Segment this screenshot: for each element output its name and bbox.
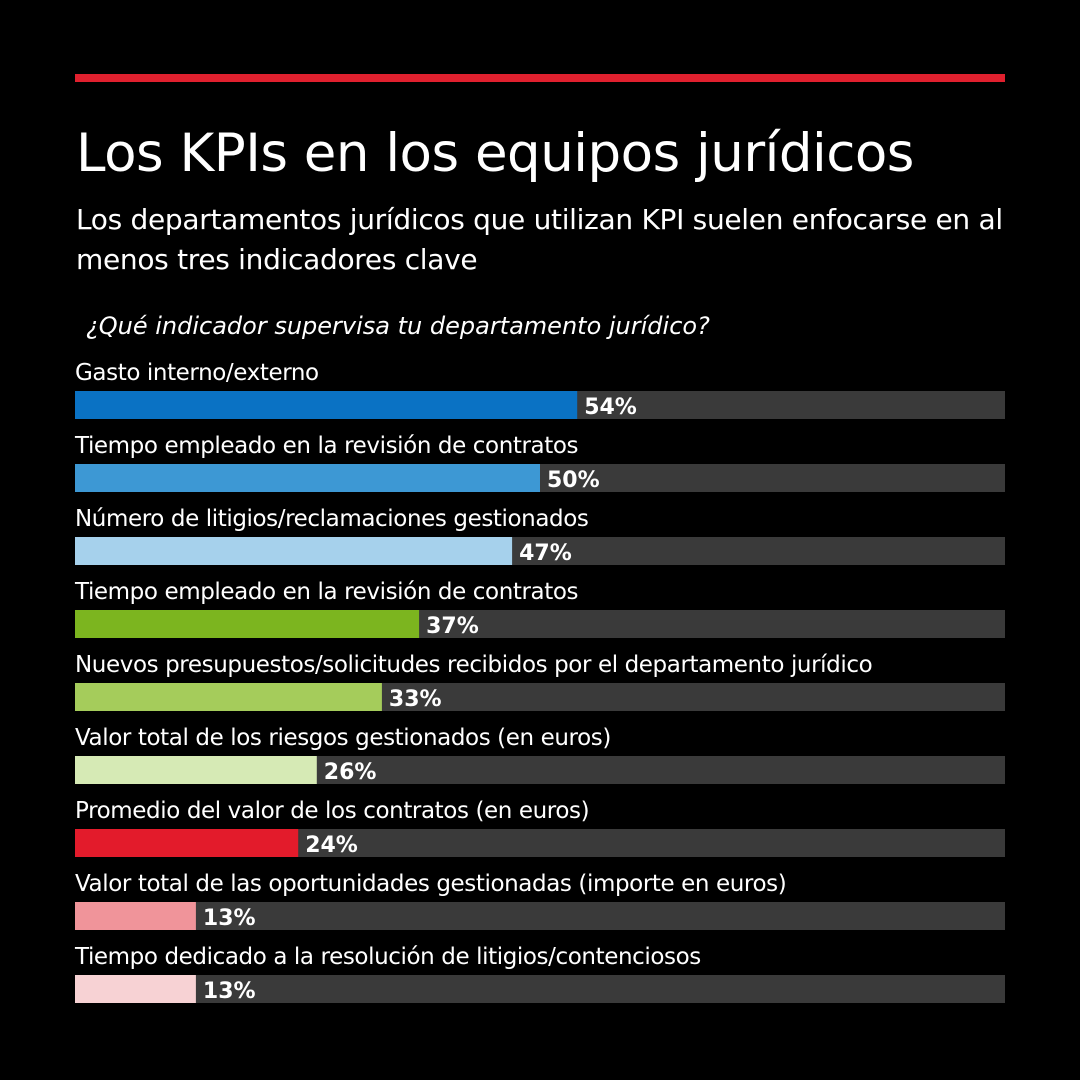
bar xyxy=(75,391,578,419)
bar-value-label: 24% xyxy=(305,833,358,858)
bar-value-label: 50% xyxy=(547,468,600,493)
bar-value-label: 13% xyxy=(203,906,256,931)
bar xyxy=(75,537,513,565)
bar-value-label: 54% xyxy=(584,395,637,420)
bar xyxy=(75,464,540,492)
bar xyxy=(75,683,382,711)
category-label: Tiempo empleado en la revisión de contra… xyxy=(74,579,578,605)
category-label: Gasto interno/externo xyxy=(75,360,319,386)
survey-question: ¿Qué indicador supervisa tu departamento… xyxy=(86,312,710,340)
category-label: Nuevos presupuestos/solicitudes recibido… xyxy=(75,652,872,678)
category-label: Promedio del valor de los contratos (en … xyxy=(75,798,589,824)
top-accent-rule xyxy=(75,74,1005,82)
bar xyxy=(75,829,299,857)
chart-title: Los KPIs en los equipos jurídicos xyxy=(76,123,914,184)
bar xyxy=(75,756,317,784)
bar xyxy=(75,902,196,930)
bar-track xyxy=(75,902,1005,930)
category-label: Valor total de las oportunidades gestion… xyxy=(75,871,786,897)
category-label: Valor total de los riesgos gestionados (… xyxy=(75,725,611,751)
category-label: Tiempo empleado en la revisión de contra… xyxy=(74,433,578,459)
bar-track xyxy=(75,975,1005,1003)
bar-value-label: 47% xyxy=(519,541,572,566)
bar xyxy=(75,975,196,1003)
category-label: Tiempo dedicado a la resolución de litig… xyxy=(74,944,701,970)
bar-value-label: 33% xyxy=(389,687,442,712)
category-label: Número de litigios/reclamaciones gestion… xyxy=(75,506,589,532)
chart-subtitle: Los departamentos jurídicos que utilizan… xyxy=(76,203,1003,276)
bar-value-label: 26% xyxy=(324,760,377,785)
bar-value-label: 37% xyxy=(426,614,479,639)
bar-value-label: 13% xyxy=(203,979,256,1004)
bar xyxy=(75,610,420,638)
